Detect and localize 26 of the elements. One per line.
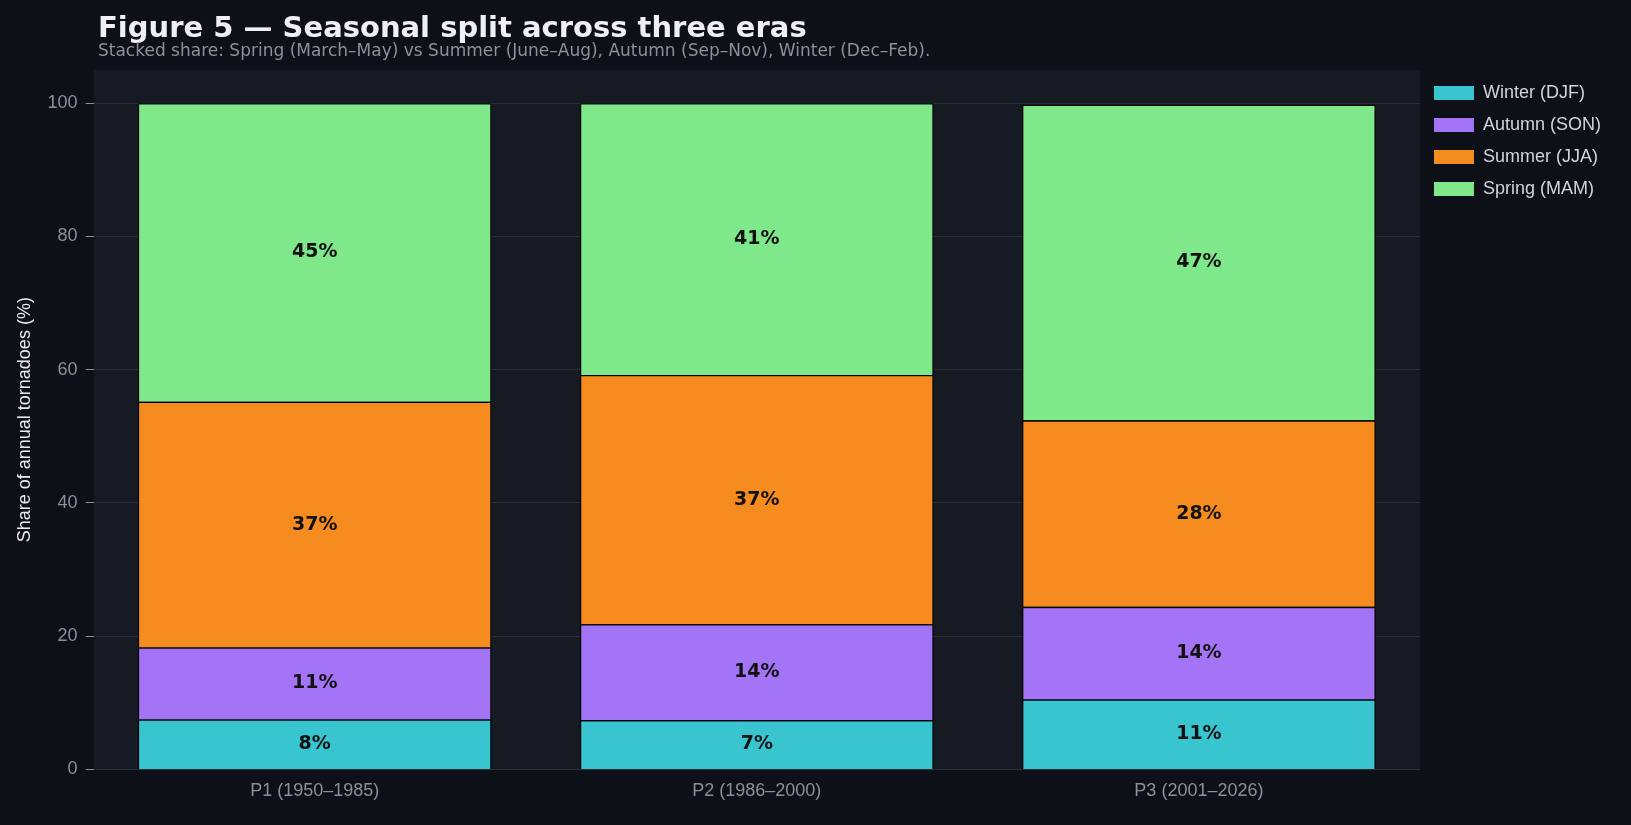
data-label: 37% (291, 511, 338, 534)
data-label: 11% (291, 670, 338, 693)
data-label: 45% (291, 239, 338, 262)
data-label: 8% (298, 731, 331, 754)
y-tick-label: 60 (57, 358, 78, 379)
legend-label: Winter (DJF) (1482, 81, 1585, 102)
data-label: 14% (734, 659, 780, 682)
y-tick-label: 40 (57, 491, 78, 512)
data-label: 37% (734, 486, 780, 509)
data-label: 28% (1176, 500, 1222, 523)
y-tick-label: 100 (47, 92, 78, 113)
y-tick-label: 20 (57, 625, 78, 646)
x-tick-label: P3 (2001–2026) (1134, 780, 1264, 801)
x-tick-label: P1 (1950–1985) (250, 780, 380, 801)
x-tick-label: P2 (1986–2000) (692, 780, 822, 801)
legend-label: Spring (MAM) (1482, 177, 1594, 198)
legend-label: Autumn (SON) (1482, 113, 1601, 134)
legend-label: Summer (JJA) (1482, 145, 1598, 166)
y-axis-title: Share of annual tornadoes (%) (13, 297, 34, 543)
data-label: 7% (740, 731, 773, 754)
data-label: 41% (734, 226, 780, 249)
data-label: 14% (1176, 640, 1222, 663)
y-tick-label: 0 (67, 758, 78, 779)
data-label: 11% (1176, 721, 1222, 744)
data-label: 47% (1176, 249, 1222, 272)
y-tick-label: 80 (57, 225, 78, 246)
